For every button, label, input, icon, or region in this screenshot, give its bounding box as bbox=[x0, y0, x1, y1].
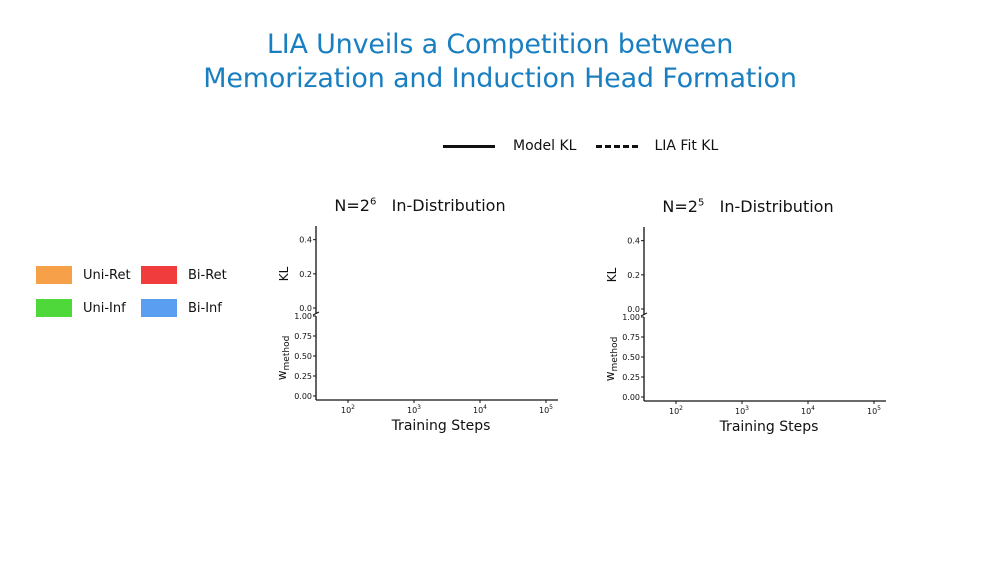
chart-panel-n64: N=26 In-Distribution 0.0 0.2 0.4 KL 0.00 0.25… bbox=[270, 196, 570, 446]
legend-item-uni-inf: Uni-Inf bbox=[36, 299, 141, 317]
w-y-tick-label: 0.75 bbox=[622, 333, 640, 342]
kl-y-axis-label: KL bbox=[277, 266, 291, 281]
panel-title-suffix: In-Distribution bbox=[719, 197, 834, 216]
kl-y-axis-label: KL bbox=[605, 267, 619, 282]
chart-panel-n32: N=25 In-Distribution 0.0 0.2 0.4 KL 0.00 0.25… bbox=[598, 197, 898, 447]
axis-break-mark bbox=[312, 311, 320, 316]
x-tick-label-exponent: 3 bbox=[745, 405, 749, 412]
w-y-axis-label-subscript: method bbox=[282, 336, 292, 371]
x-tick-label-exponent: 4 bbox=[811, 405, 815, 412]
x-axis-label: Training Steps bbox=[391, 418, 491, 434]
w-y-tick-label: 0.00 bbox=[622, 393, 640, 402]
legend-label: Bi-Ret bbox=[188, 267, 227, 283]
x-tick-label-exponent: 2 bbox=[679, 405, 683, 412]
panel-title-suffix: In-Distribution bbox=[391, 196, 506, 215]
legend-swatch bbox=[141, 299, 177, 317]
panel-title-exponent: 6 bbox=[369, 196, 377, 208]
w-y-tick-label: 0.75 bbox=[294, 332, 312, 341]
model-kl-label: Model KL bbox=[513, 138, 577, 154]
x-tick-label: 105 bbox=[867, 405, 881, 416]
x-tick-label: 102 bbox=[341, 404, 355, 415]
x-tick-label-exponent: 2 bbox=[351, 404, 355, 411]
w-y-axis-label: wmethod bbox=[603, 337, 620, 382]
x-tick-label-exponent: 3 bbox=[417, 404, 421, 411]
panel-title-exponent: 5 bbox=[697, 197, 705, 209]
w-y-axis-label: wmethod bbox=[275, 336, 292, 381]
legend-swatch bbox=[141, 266, 177, 284]
w-y-tick-label: 0.25 bbox=[622, 373, 640, 382]
legend-label: Uni-Inf bbox=[83, 300, 126, 316]
kl-y-tick-label: 0.4 bbox=[299, 236, 312, 245]
x-tick-label: 104 bbox=[801, 405, 815, 416]
legend-item-bi-ret: Bi-Ret bbox=[141, 266, 246, 284]
axis-break-mark bbox=[640, 312, 648, 317]
legend-item-uni-ret: Uni-Ret bbox=[36, 266, 141, 284]
x-tick-label-exponent: 5 bbox=[877, 405, 881, 412]
x-tick-label-exponent: 4 bbox=[483, 404, 487, 411]
slide-title: LIA Unveils a Competition between Memori… bbox=[0, 28, 1000, 96]
kl-y-tick-label: 0.4 bbox=[627, 237, 640, 246]
panel-title: N=26 In-Distribution bbox=[270, 196, 570, 215]
solid-line-swatch bbox=[443, 144, 495, 148]
panel-title-prefix: N=2 bbox=[334, 196, 370, 215]
panel-title: N=25 In-Distribution bbox=[598, 197, 898, 216]
lia-fit-kl-label: LIA Fit KL bbox=[654, 138, 719, 154]
kl-y-tick-label: 0.2 bbox=[627, 271, 640, 280]
x-axis-label: Training Steps bbox=[719, 419, 819, 435]
w-y-tick-label: 0.00 bbox=[294, 392, 312, 401]
slide-title-line-1: LIA Unveils a Competition between bbox=[266, 29, 734, 60]
legend-swatch bbox=[36, 266, 72, 284]
w-y-tick-label: 1.00 bbox=[294, 312, 312, 321]
legend-swatch bbox=[36, 299, 72, 317]
w-y-tick-label: 0.25 bbox=[294, 372, 312, 381]
x-tick-label: 104 bbox=[473, 404, 487, 415]
slide-title-line-2: Memorization and Induction Head Formatio… bbox=[203, 63, 797, 94]
x-tick-label: 103 bbox=[407, 404, 421, 415]
x-tick-label: 102 bbox=[669, 405, 683, 416]
w-y-tick-label: 0.50 bbox=[622, 353, 640, 362]
w-y-tick-label: 1.00 bbox=[622, 313, 640, 322]
kl-y-tick-label: 0.2 bbox=[299, 270, 312, 279]
legend-item-bi-inf: Bi-Inf bbox=[141, 299, 246, 317]
chart-svg: 0.0 0.2 0.4 KL 0.00 0.25 0.50 0.75 1.00 wmethod 10… bbox=[275, 226, 558, 434]
line-style-legend: Model KL LIA Fit KL bbox=[443, 134, 718, 158]
kl-y-tick-label: 0.0 bbox=[299, 304, 312, 313]
chart-svg: 0.0 0.2 0.4 KL 0.00 0.25 0.50 0.75 1.00 wmethod 10… bbox=[603, 227, 886, 435]
x-tick-label: 103 bbox=[735, 405, 749, 416]
legend-label: Uni-Ret bbox=[83, 267, 131, 283]
x-tick-label: 105 bbox=[539, 404, 553, 415]
w-y-axis-label-subscript: method bbox=[610, 337, 620, 372]
kl-y-tick-label: 0.0 bbox=[627, 305, 640, 314]
w-y-tick-label: 0.50 bbox=[294, 352, 312, 361]
method-color-legend: Uni-Ret Bi-Ret Uni-Inf Bi-Inf bbox=[36, 266, 246, 317]
legend-label: Bi-Inf bbox=[188, 300, 222, 316]
panel-title-prefix: N=2 bbox=[662, 197, 698, 216]
x-tick-label-exponent: 5 bbox=[549, 404, 553, 411]
dashed-line-swatch bbox=[596, 144, 639, 148]
